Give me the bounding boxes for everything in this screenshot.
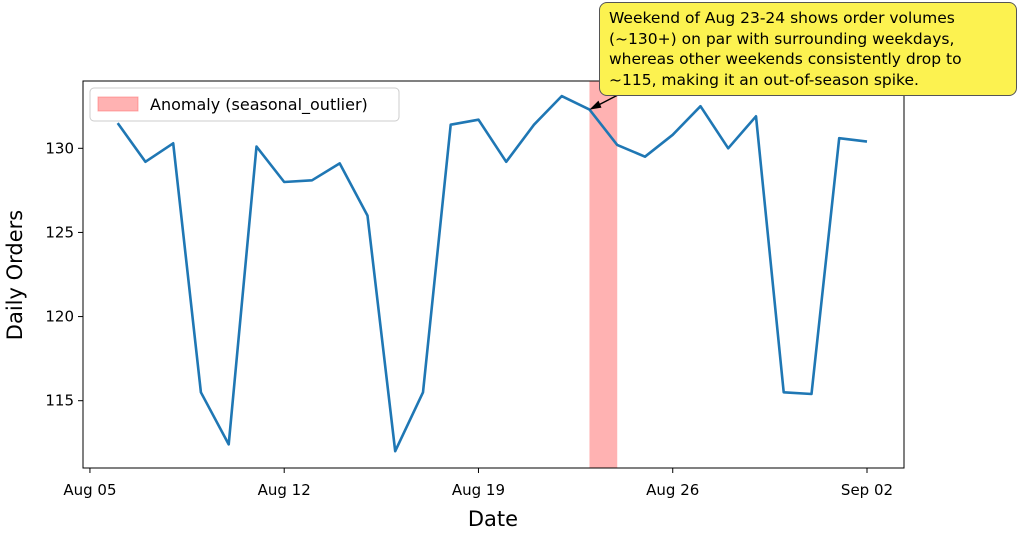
- x-axis-title: Date: [468, 507, 518, 531]
- y-tick-label: 115: [45, 392, 74, 410]
- y-tick-label: 125: [45, 223, 74, 241]
- annotation-arrow-head: [589, 100, 602, 110]
- series-line-layer: [116, 94, 868, 453]
- series-line: [116, 94, 868, 453]
- x-tick-label: Aug 26: [646, 481, 699, 499]
- y-tick-label: 120: [45, 308, 74, 326]
- x-tick-label: Aug 12: [258, 481, 311, 499]
- annotation-callout: Weekend of Aug 23-24 shows order volumes…: [599, 2, 1017, 96]
- y-tick-label: 130: [45, 139, 74, 157]
- x-tick-label: Aug 05: [63, 481, 116, 499]
- legend: Anomaly (seasonal_outlier): [89, 87, 400, 122]
- y-axis-title: Daily Orders: [3, 210, 27, 340]
- y-axis-ticks: 115 120 125 130: [45, 139, 83, 410]
- legend-frame: [89, 87, 400, 122]
- anomaly-span-layer: [589, 81, 618, 468]
- legend-label: Anomaly (seasonal_outlier): [150, 95, 368, 115]
- anomaly-span: [589, 81, 618, 468]
- x-axis-ticks: Aug 05 Aug 12 Aug 19 Aug 26 Sep 02: [63, 468, 893, 499]
- x-tick-label: Sep 02: [841, 481, 893, 499]
- x-tick-label: Aug 19: [452, 481, 505, 499]
- plot-frame: [82, 80, 905, 469]
- legend-swatch: [97, 96, 139, 112]
